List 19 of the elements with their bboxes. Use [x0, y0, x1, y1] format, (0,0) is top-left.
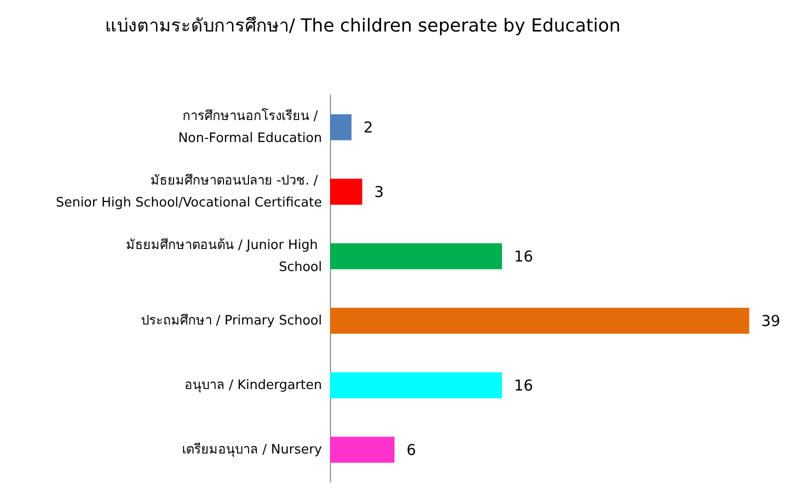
data-label: 39 — [761, 312, 780, 330]
y-tick-label: อนุบาล / Kindergarten — [184, 378, 322, 393]
y-tick-label: มัธยมศึกษาตอนต้น / Junior High School — [126, 238, 322, 275]
data-label: 16 — [514, 376, 534, 394]
bar — [330, 308, 750, 334]
y-tick-label: มัธยมศึกษาตอนปลาย -ปวช. / Senior High School/Vocational Certificate — [56, 173, 322, 210]
bar — [330, 372, 502, 398]
bar — [330, 178, 362, 205]
data-label: 6 — [406, 440, 416, 459]
data-label: 2 — [364, 118, 374, 136]
y-tick-label: ประถมศึกษา / Primary School — [140, 313, 322, 328]
bar — [330, 114, 352, 140]
bar — [330, 243, 502, 270]
data-label: 3 — [374, 182, 384, 201]
chart-title: แบ่งตามระดับการศึกษา/ The children seperate by Education — [105, 16, 621, 36]
y-tick-label: เตรียมอนุบาล / Nursery — [182, 441, 322, 458]
bar — [330, 436, 394, 463]
data-label: 16 — [514, 247, 534, 266]
y-tick-label: การศึกษานอกโรงเรียน / Non-Formal Education — [178, 108, 322, 146]
